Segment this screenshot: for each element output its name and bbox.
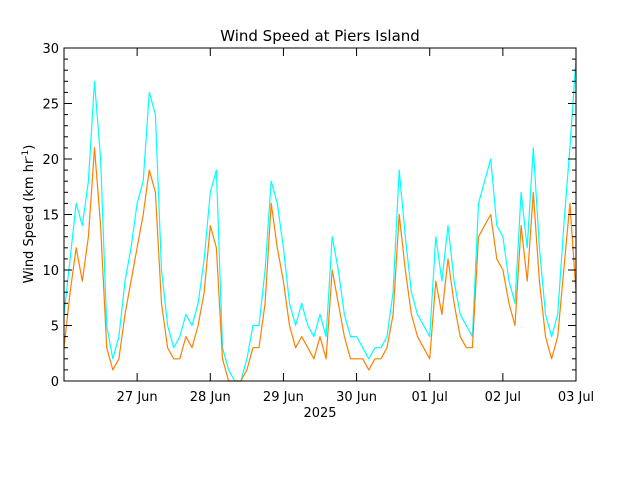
x-tick-label: 30 Jun [336, 390, 377, 405]
y-axis-label-close: ) [22, 145, 37, 150]
series-line-mean [63, 147, 577, 382]
y-axis-label: Wind Speed (km hr-1) [21, 145, 37, 284]
y-tick-label: 10 [42, 264, 59, 279]
y-tick-label: 15 [42, 209, 59, 224]
x-axis: 27 Jun 28 Jun 29 Jun 30 Jun 01 Jul 02 Jul 03 J… [117, 48, 594, 405]
y-axis: 0 5 10 15 20 25 30 [42, 42, 576, 390]
x-tick-label: 03 Jul [558, 390, 594, 405]
x-tick-label: 27 Jun [117, 390, 158, 405]
y-tick-label: 30 [42, 42, 59, 57]
y-axis-label-superscript: -1 [21, 150, 31, 159]
x-tick-label: 01 Jul [412, 390, 448, 405]
x-tick-label: 28 Jun [190, 390, 231, 405]
plot-series [63, 59, 577, 382]
x-tick-label: 29 Jun [263, 390, 304, 405]
y-axis-label-main: Wind Speed (km hr [22, 158, 37, 283]
y-tick-label: 0 [51, 375, 59, 390]
chart-title: Wind Speed at Piers Island [220, 27, 420, 45]
y-tick-label: 25 [42, 98, 59, 113]
x-axis-label: 2025 [303, 406, 336, 421]
x-tick-label: 02 Jul [485, 390, 521, 405]
y-tick-label: 20 [42, 153, 59, 168]
y-tick-label: 5 [51, 320, 59, 335]
series-line-gust [63, 59, 577, 382]
